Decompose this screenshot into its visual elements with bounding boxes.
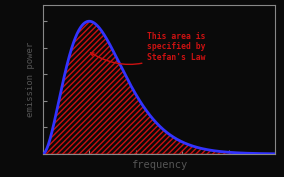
Text: This area is
specified by
Stefan's Law: This area is specified by Stefan's Law bbox=[91, 32, 206, 64]
X-axis label: frequency: frequency bbox=[131, 160, 187, 170]
Y-axis label: emission power: emission power bbox=[26, 42, 35, 117]
